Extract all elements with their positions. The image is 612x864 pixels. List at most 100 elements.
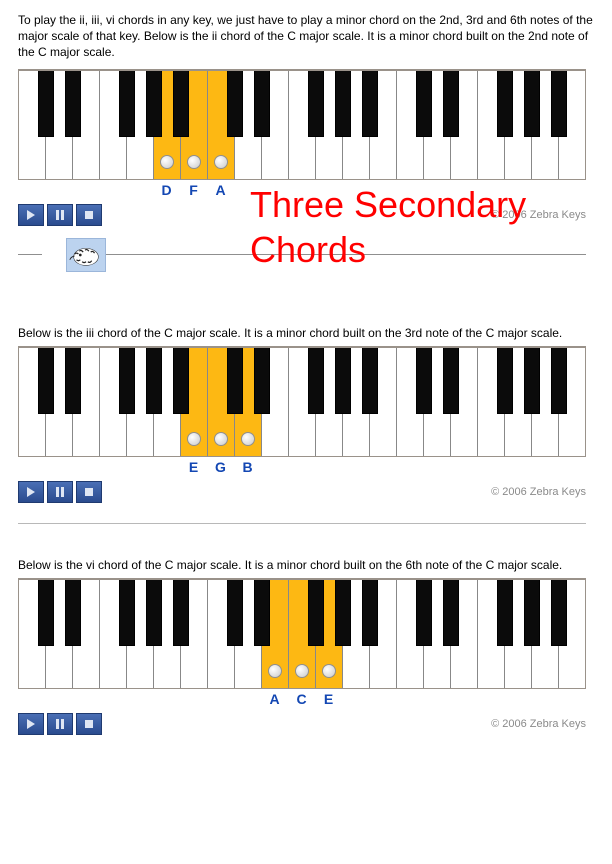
white-key bbox=[424, 71, 451, 179]
white-key bbox=[181, 580, 208, 688]
white-key bbox=[343, 580, 370, 688]
note-labels-ii: DFA bbox=[18, 180, 586, 198]
player-controls-ii bbox=[18, 204, 102, 226]
white-key bbox=[289, 580, 316, 688]
white-key bbox=[505, 580, 532, 688]
play-button[interactable] bbox=[18, 481, 44, 503]
note-label: F bbox=[180, 182, 207, 198]
white-key bbox=[127, 580, 154, 688]
white-key bbox=[559, 348, 586, 456]
white-key bbox=[505, 348, 532, 456]
white-key bbox=[478, 580, 505, 688]
white-key bbox=[181, 348, 208, 456]
note-labels-vi: ACE bbox=[18, 689, 586, 707]
white-key bbox=[100, 71, 127, 179]
white-key bbox=[451, 348, 478, 456]
key-marker-dot bbox=[160, 155, 174, 169]
chord-vi-description: Below is the vi chord of the C major sca… bbox=[18, 558, 594, 572]
pause-button[interactable] bbox=[47, 713, 73, 735]
white-key bbox=[397, 71, 424, 179]
keyboard-ii bbox=[18, 69, 586, 180]
white-key bbox=[316, 348, 343, 456]
white-key bbox=[208, 71, 235, 179]
white-key bbox=[208, 348, 235, 456]
play-button[interactable] bbox=[18, 204, 44, 226]
note-label: G bbox=[207, 459, 234, 475]
white-key bbox=[424, 580, 451, 688]
white-key bbox=[451, 71, 478, 179]
white-key bbox=[451, 580, 478, 688]
white-key bbox=[100, 580, 127, 688]
separator-line bbox=[106, 254, 586, 255]
key-marker-dot bbox=[214, 155, 228, 169]
zebra-icon bbox=[66, 238, 106, 272]
note-label: A bbox=[207, 182, 234, 198]
white-key bbox=[478, 348, 505, 456]
stop-button[interactable] bbox=[76, 481, 102, 503]
stop-button[interactable] bbox=[76, 204, 102, 226]
white-key bbox=[370, 71, 397, 179]
white-key bbox=[559, 580, 586, 688]
white-key bbox=[505, 71, 532, 179]
white-key bbox=[235, 348, 262, 456]
white-key bbox=[100, 348, 127, 456]
white-key bbox=[19, 348, 46, 456]
key-marker-dot bbox=[268, 664, 282, 678]
white-key bbox=[46, 71, 73, 179]
white-key bbox=[289, 71, 316, 179]
copyright: © 2006 Zebra Keys bbox=[491, 209, 586, 221]
white-key bbox=[262, 71, 289, 179]
white-key bbox=[424, 348, 451, 456]
white-key bbox=[73, 71, 100, 179]
white-key bbox=[532, 71, 559, 179]
white-key bbox=[478, 71, 505, 179]
white-key bbox=[154, 580, 181, 688]
copyright: © 2006 Zebra Keys bbox=[491, 718, 586, 730]
play-button[interactable] bbox=[18, 713, 44, 735]
zebra-separator bbox=[18, 238, 586, 272]
white-key bbox=[235, 71, 262, 179]
white-key bbox=[316, 580, 343, 688]
chord-block-iii: Below is the iii chord of the C major sc… bbox=[18, 326, 594, 503]
white-key bbox=[19, 580, 46, 688]
white-key bbox=[397, 348, 424, 456]
key-marker-dot bbox=[295, 664, 309, 678]
key-marker-dot bbox=[187, 155, 201, 169]
separator-line bbox=[18, 254, 42, 255]
note-label: E bbox=[180, 459, 207, 475]
white-key bbox=[46, 348, 73, 456]
white-key bbox=[262, 580, 289, 688]
white-key bbox=[397, 580, 424, 688]
white-key bbox=[127, 71, 154, 179]
white-key bbox=[289, 348, 316, 456]
note-label: D bbox=[153, 182, 180, 198]
pause-button[interactable] bbox=[47, 481, 73, 503]
intro-paragraph: To play the ii, iii, vi chords in any ke… bbox=[18, 12, 594, 61]
white-key bbox=[73, 580, 100, 688]
white-key bbox=[343, 71, 370, 179]
chord-block-ii: DFA © 2006 Zebra Keys bbox=[18, 69, 594, 226]
key-marker-dot bbox=[241, 432, 255, 446]
white-key bbox=[235, 580, 262, 688]
white-key bbox=[262, 348, 289, 456]
chord-block-vi: Below is the vi chord of the C major sca… bbox=[18, 558, 594, 735]
white-key bbox=[19, 71, 46, 179]
lesson-body: To play the ii, iii, vi chords in any ke… bbox=[18, 12, 594, 735]
pause-button[interactable] bbox=[47, 204, 73, 226]
white-key bbox=[73, 348, 100, 456]
note-label: A bbox=[261, 691, 288, 707]
note-label: C bbox=[288, 691, 315, 707]
white-key bbox=[532, 580, 559, 688]
chord-iii-description: Below is the iii chord of the C major sc… bbox=[18, 326, 594, 340]
copyright: © 2006 Zebra Keys bbox=[491, 486, 586, 498]
player-controls-iii bbox=[18, 481, 102, 503]
stop-button[interactable] bbox=[76, 713, 102, 735]
player-controls-vi bbox=[18, 713, 102, 735]
keyboard-iii bbox=[18, 346, 586, 457]
white-key bbox=[181, 71, 208, 179]
key-marker-dot bbox=[214, 432, 228, 446]
key-marker-dot bbox=[187, 432, 201, 446]
white-key bbox=[316, 71, 343, 179]
note-labels-iii: EGB bbox=[18, 457, 586, 475]
white-key bbox=[154, 71, 181, 179]
